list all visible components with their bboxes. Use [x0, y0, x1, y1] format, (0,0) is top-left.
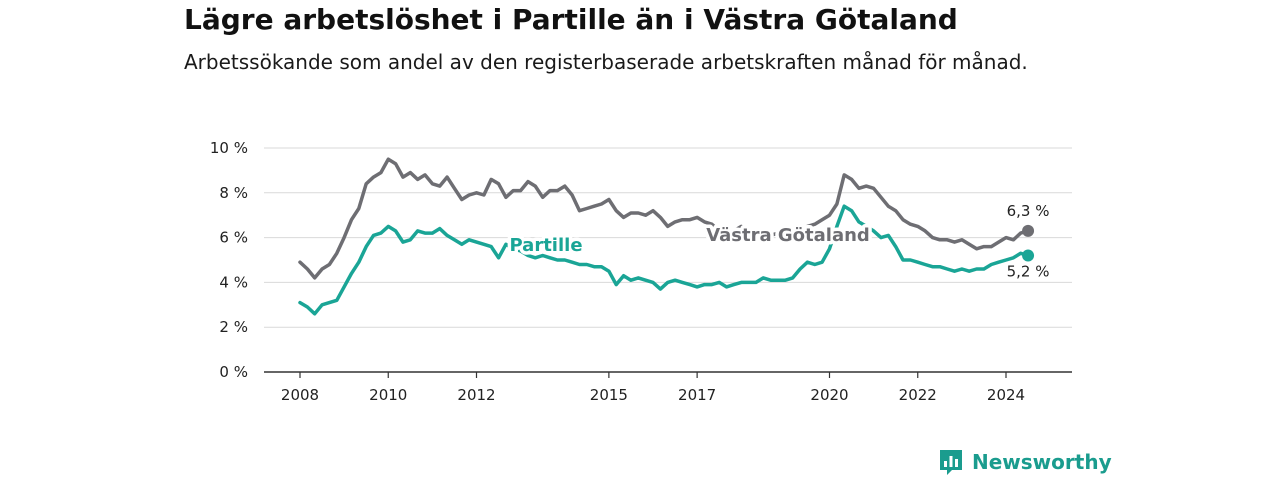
series-end-label: 5,2 %: [1007, 263, 1050, 281]
x-tick-label: 2008: [281, 386, 319, 404]
brand-name: Newsworthy: [972, 450, 1112, 474]
series-name-label: Västra Götaland: [706, 225, 870, 246]
series-line-vastra-gotaland: [298, 157, 1030, 280]
series-labels: Västra Götaland 6,3 % Partille 5,2 %: [506, 200, 1052, 283]
y-tick-label: 2 %: [219, 318, 248, 336]
chart-title: Lägre arbetslöshet i Partille än i Västr…: [184, 3, 958, 36]
y-tick-label: 6 %: [219, 229, 248, 247]
newsworthy-logo[interactable]: Newsworthy: [938, 448, 1112, 476]
series-end-point: [1022, 224, 1035, 237]
series-name-label: Partille: [509, 235, 582, 256]
x-tick-label: 2017: [678, 386, 716, 404]
y-tick-label: 8 %: [219, 184, 248, 202]
bar-chart-icon: [940, 450, 962, 475]
x-tick-label: 2015: [590, 386, 628, 404]
chart-subtitle: Arbetssökande som andel av den registerb…: [184, 50, 1028, 74]
gridlines: [264, 147, 1072, 328]
x-tick-label: 2024: [987, 386, 1025, 404]
x-tick-label: 2012: [457, 386, 495, 404]
series-end-point: [1022, 249, 1035, 262]
x-tick-label: 2010: [369, 386, 407, 404]
y-tick-label: 4 %: [219, 273, 248, 291]
y-tick-label: 0 %: [219, 363, 248, 381]
x-tick-label: 2022: [899, 386, 937, 404]
y-axis-ticks: 10 % 8 % 6 % 4 % 2 % 0 %: [210, 139, 248, 381]
series-line-partille: [298, 204, 1030, 316]
series-lines: [298, 157, 1035, 316]
x-tick-label: 2020: [810, 386, 848, 404]
y-tick-label: 10 %: [210, 139, 248, 157]
series-end-label: 6,3 %: [1007, 202, 1050, 220]
x-axis: 2008 2010 2012 2015 2017 2020 2022 2024: [264, 371, 1072, 404]
